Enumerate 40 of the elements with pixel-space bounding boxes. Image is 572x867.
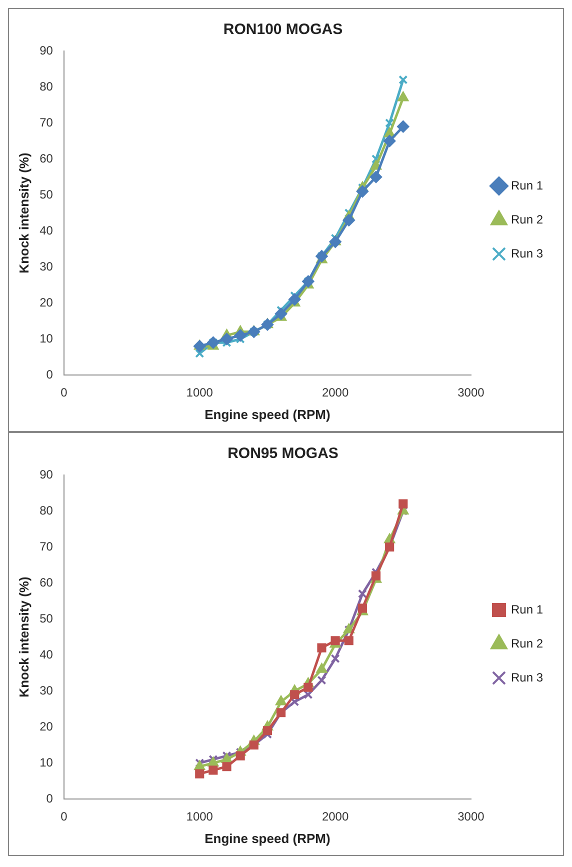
y-axis-title: Knock intensity (%) [16, 576, 32, 698]
y-tick-label: 30 [40, 683, 54, 698]
chart-title: RON100 MOGAS [223, 21, 343, 38]
y-tick-label: 90 [40, 43, 54, 58]
y-tick-label: 0 [46, 367, 54, 382]
y-tick-label: 70 [40, 539, 54, 554]
legend-label: Run 3 [510, 246, 544, 260]
y-tick-label: 30 [40, 259, 54, 274]
legend-label: Run 2 [510, 636, 544, 650]
x-tick-label: 2000 [322, 386, 349, 400]
y-tick-label: 70 [40, 115, 54, 130]
x-tick-label: 1000 [186, 810, 214, 824]
x-tick-label: 3000 [458, 386, 485, 400]
x-axis-title: Engine speed (RPM) [204, 830, 330, 846]
y-tick-label: 50 [40, 187, 54, 202]
x-tick-label: 0 [60, 386, 68, 400]
chart-title: RON95 MOGAS [228, 445, 338, 462]
y-tick-label: 40 [40, 647, 54, 662]
y-tick-label: 60 [40, 151, 54, 166]
legend-label: Run 2 [510, 212, 544, 226]
y-tick-label: 40 [40, 223, 54, 238]
y-tick-label: 50 [40, 611, 54, 626]
legend-label: Run 1 [510, 178, 544, 192]
x-tick-label: 2000 [322, 810, 349, 824]
y-tick-label: 0 [46, 791, 54, 806]
y-tick-label: 20 [40, 295, 54, 310]
x-axis-title: Engine speed (RPM) [204, 406, 330, 422]
y-axis-title: Knock intensity (%) [16, 152, 32, 274]
y-tick-label: 60 [40, 575, 54, 590]
y-tick-label: 90 [40, 467, 54, 482]
y-tick-label: 80 [40, 79, 54, 94]
legend-label: Run 3 [510, 670, 544, 684]
y-tick-label: 20 [40, 719, 54, 734]
x-tick-label: 3000 [458, 810, 485, 824]
x-tick-label: 1000 [186, 386, 214, 400]
legend-label: Run 1 [510, 602, 544, 616]
y-tick-label: 10 [40, 331, 54, 346]
y-tick-label: 10 [40, 755, 54, 770]
x-tick-label: 0 [60, 810, 68, 824]
y-tick-label: 80 [40, 503, 54, 518]
